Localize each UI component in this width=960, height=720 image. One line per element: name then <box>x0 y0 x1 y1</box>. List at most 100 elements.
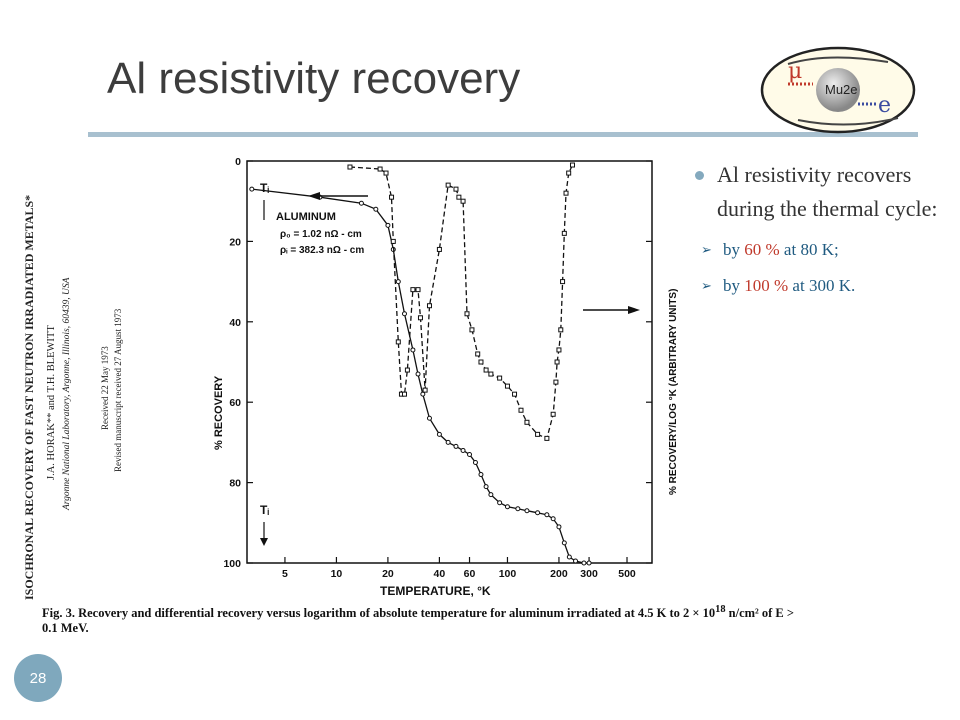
recovery-point <box>505 505 509 509</box>
logo-e: e <box>878 93 891 118</box>
differential-point <box>405 368 409 372</box>
bullet-main: Al resistivity recovers during the therm… <box>695 158 957 226</box>
paper-revised: Revised manuscript received 27 August 19… <box>113 309 123 472</box>
differential-point <box>557 348 561 352</box>
differential-point <box>411 288 415 292</box>
annotation-rho0: ρ₀ = 1.02 nΩ - cm <box>280 229 362 240</box>
arrow-bullet-icon: ➢ <box>701 274 712 298</box>
differential-point <box>559 328 563 332</box>
differential-point <box>551 412 555 416</box>
recovery-point <box>587 561 591 565</box>
page-number-badge: 28 <box>14 654 62 702</box>
y-tick-label: 0 <box>235 156 241 168</box>
bullet-dot-icon <box>695 171 704 180</box>
differential-point <box>555 360 559 364</box>
differential-point <box>396 340 400 344</box>
sub-bullet-prefix: by <box>723 240 744 259</box>
recovery-point <box>574 559 578 563</box>
caption-superscript: 18 <box>715 604 725 615</box>
differential-point <box>402 392 406 396</box>
bullet-list: Al resistivity recovers during the therm… <box>695 158 957 298</box>
y-tick-label: 60 <box>229 397 241 409</box>
x-tick-label: 10 <box>331 568 343 580</box>
differential-point <box>437 247 441 251</box>
recovery-point <box>411 348 415 352</box>
differential-point <box>484 368 488 372</box>
recovery-point <box>359 201 363 205</box>
sub-bullet-suffix: at 80 K; <box>780 240 839 259</box>
annotation-material: ALUMINUM <box>276 211 336 223</box>
x-tick-label: 100 <box>499 568 517 580</box>
differential-point <box>391 239 395 243</box>
differential-point <box>465 312 469 316</box>
mu2e-logo: Mu2e μ e <box>758 44 918 136</box>
recovery-point <box>250 187 254 191</box>
ti-label-bottom: Tᵢ <box>260 503 269 517</box>
sub-bullet: ➢ by 60 % at 80 K; <box>695 238 957 262</box>
recovery-point <box>562 541 566 545</box>
differential-point <box>416 288 420 292</box>
x-tick-label: 20 <box>382 568 394 580</box>
x-tick-label: 300 <box>580 568 598 580</box>
differential-recovery-line <box>350 165 573 438</box>
recovery-point <box>536 511 540 515</box>
paper-affiliation: Argonne National Laboratory, Argonne, Il… <box>62 278 72 510</box>
recovery-point <box>461 448 465 452</box>
differential-point <box>446 183 450 187</box>
recovery-point <box>557 525 561 529</box>
differential-point <box>348 165 352 169</box>
caption-figure-number: Fig. 3. <box>42 606 75 620</box>
differential-point <box>536 432 540 436</box>
caption-text: Recovery and differential recovery versu… <box>78 606 715 620</box>
differential-point <box>384 171 388 175</box>
y-tick-label: 100 <box>223 558 241 570</box>
annotation-rhoi: ρᵢ = 382.3 nΩ - cm <box>280 245 364 256</box>
differential-point <box>561 280 565 284</box>
recovery-point <box>582 561 586 565</box>
y-axis-right-label: % RECOVERY/LOG °K (ARBITRARY UNITS) <box>668 289 679 495</box>
recovery-point <box>416 372 420 376</box>
bullet-main-text: Al resistivity recovers during the therm… <box>717 162 938 221</box>
x-tick-label: 200 <box>550 568 568 580</box>
recovery-point <box>468 452 472 456</box>
recovery-point <box>402 312 406 316</box>
differential-point <box>470 328 474 332</box>
y-tick-label: 40 <box>229 317 241 329</box>
differential-point <box>562 231 566 235</box>
sub-bullet-highlight: 100 % <box>744 276 788 295</box>
recovery-point <box>551 517 555 521</box>
differential-point <box>567 171 571 175</box>
ti-label-top: Tᵢ <box>260 181 269 195</box>
differential-point <box>479 360 483 364</box>
y-axis-left-label: % RECOVERY <box>213 375 225 450</box>
differential-point <box>498 376 502 380</box>
recovery-point <box>421 392 425 396</box>
recovery-point <box>374 207 378 211</box>
differential-point <box>378 167 382 171</box>
y-tick-label: 20 <box>229 236 241 248</box>
recovery-point <box>516 507 520 511</box>
differential-point <box>513 392 517 396</box>
differential-point <box>545 436 549 440</box>
left-axis-arrowhead <box>308 192 320 200</box>
differential-point <box>427 304 431 308</box>
differential-point <box>489 372 493 376</box>
differential-point <box>418 316 422 320</box>
differential-point <box>457 195 461 199</box>
x-tick-label: 60 <box>464 568 476 580</box>
recovery-point <box>484 485 488 489</box>
recovery-point <box>386 223 390 227</box>
sub-bullet: ➢ by 100 % at 300 K. <box>695 274 957 298</box>
recovery-point <box>454 444 458 448</box>
arrow-bullet-icon: ➢ <box>701 238 712 262</box>
logo-text: Mu2e <box>825 82 858 97</box>
recovery-point <box>437 432 441 436</box>
recovery-point <box>545 513 549 517</box>
x-axis-label: TEMPERATURE, °K <box>380 584 491 598</box>
differential-point <box>423 388 427 392</box>
recovery-point <box>498 501 502 505</box>
recovery-point <box>525 509 529 513</box>
sub-bullet-highlight: 60 % <box>744 240 779 259</box>
recovery-point <box>479 473 483 477</box>
differential-point <box>519 408 523 412</box>
